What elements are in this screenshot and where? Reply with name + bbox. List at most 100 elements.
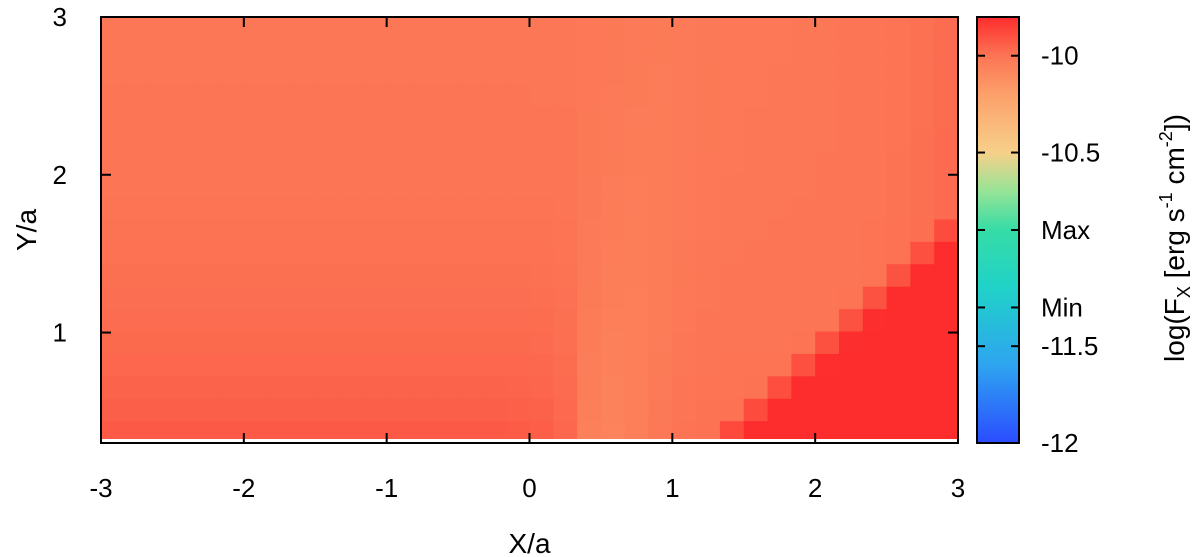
heatmap-cell (815, 263, 840, 287)
heatmap-cell (791, 196, 816, 220)
heatmap-cell (124, 151, 150, 175)
heatmap-cell (505, 106, 531, 130)
heatmap-cell (267, 286, 293, 310)
heatmap-cell (124, 106, 150, 130)
heatmap-cell (815, 286, 840, 310)
heatmap-cell (672, 84, 697, 108)
heatmap-cell (315, 286, 340, 310)
heatmap-cell (101, 39, 126, 63)
heatmap-cell (410, 263, 435, 287)
heatmap-cell (624, 308, 650, 332)
heatmap-cell (553, 61, 578, 85)
heatmap-cell (243, 61, 269, 85)
heatmap-cell (791, 17, 816, 41)
heatmap-cell (410, 129, 435, 153)
heatmap-cell (505, 330, 531, 354)
colorbar-tick-label: -10 (1041, 41, 1079, 71)
heatmap-cell (362, 353, 388, 377)
heatmap-cell (458, 218, 483, 242)
heatmap-cell (505, 173, 531, 197)
heatmap-cell (101, 129, 126, 153)
colorbar-title-sup1: -1 (1156, 192, 1176, 208)
heatmap-cell (648, 106, 673, 130)
heatmap-cell (624, 263, 650, 287)
heatmap-cell (315, 218, 340, 242)
heatmap-cell (101, 218, 126, 242)
heatmap-cell (434, 286, 459, 310)
heatmap-cell (624, 286, 650, 310)
heatmap-cell (172, 308, 197, 332)
heatmap-cell (315, 61, 340, 85)
heatmap-cell (220, 398, 245, 422)
x-axis-title: X/a (508, 528, 550, 557)
heatmap-cell (148, 173, 174, 197)
heatmap-cell (148, 17, 174, 41)
heatmap-cell (815, 420, 840, 444)
heatmap-cell (791, 129, 816, 153)
heatmap-cell (505, 420, 531, 444)
heatmap-cell (838, 106, 864, 130)
heatmap-cell (505, 151, 531, 175)
colorbar-tick-label: Max (1041, 215, 1090, 245)
heatmap-cell (458, 263, 483, 287)
heatmap-cell (362, 420, 388, 444)
heatmap-cell (696, 308, 721, 332)
heatmap-cell (505, 39, 531, 63)
heatmap-cell (838, 263, 864, 287)
heatmap-cell (838, 308, 864, 332)
heatmap-cell (600, 420, 626, 444)
heatmap-cell (243, 263, 269, 287)
heatmap-cell (553, 218, 578, 242)
heatmap-cell (243, 353, 269, 377)
heatmap-cell (505, 218, 531, 242)
heatmap-cell (172, 151, 197, 175)
heatmap-cell (124, 218, 150, 242)
heatmap-cell (624, 106, 650, 130)
heatmap-cell (243, 39, 269, 63)
heatmap-cell (267, 330, 293, 354)
heatmap-cell (910, 196, 935, 220)
heatmap-cell (220, 420, 245, 444)
heatmap-cell (934, 61, 959, 85)
heatmap-cell (267, 398, 293, 422)
heatmap-cell (315, 241, 340, 265)
heatmap-cell (172, 398, 197, 422)
heatmap-cell (124, 241, 150, 265)
heatmap-cell (172, 61, 197, 85)
heatmap-cell (553, 330, 578, 354)
heatmap-cell (362, 39, 388, 63)
heatmap-cell (696, 330, 721, 354)
heatmap-cell (124, 375, 150, 399)
colorbar-title-sub: X (1174, 286, 1194, 298)
heatmap-cell (148, 241, 174, 265)
heatmap-cell (886, 39, 911, 63)
heatmap-cell (767, 375, 792, 399)
heatmap-cell (815, 353, 840, 377)
heatmap-cell (600, 196, 626, 220)
heatmap-cell (243, 398, 269, 422)
heatmap-cell (719, 375, 745, 399)
heatmap-cell (481, 196, 507, 220)
heatmap-cell (410, 218, 435, 242)
heatmap-cell (124, 286, 150, 310)
heatmap-cell (743, 308, 769, 332)
colorbar-title-sup2: -2 (1156, 131, 1176, 147)
heatmap-cell (553, 39, 578, 63)
heatmap-cell (291, 398, 316, 422)
heatmap-cell (672, 286, 697, 310)
heatmap-cell (339, 330, 364, 354)
heatmap-cell (600, 39, 626, 63)
heatmap-cell (934, 129, 959, 153)
heatmap-cell (648, 263, 673, 287)
heatmap-cell (339, 420, 364, 444)
heatmap-cell (481, 39, 507, 63)
heatmap-cell (505, 61, 531, 85)
heatmap-cell (767, 61, 792, 85)
heatmap-cell (196, 39, 221, 63)
heatmap-cell (196, 106, 221, 130)
heatmap-cell (791, 151, 816, 175)
heatmap-cell (648, 61, 673, 85)
heatmap-cell (339, 84, 364, 108)
heatmap-cell (220, 196, 245, 220)
heatmap-cell (362, 106, 388, 130)
